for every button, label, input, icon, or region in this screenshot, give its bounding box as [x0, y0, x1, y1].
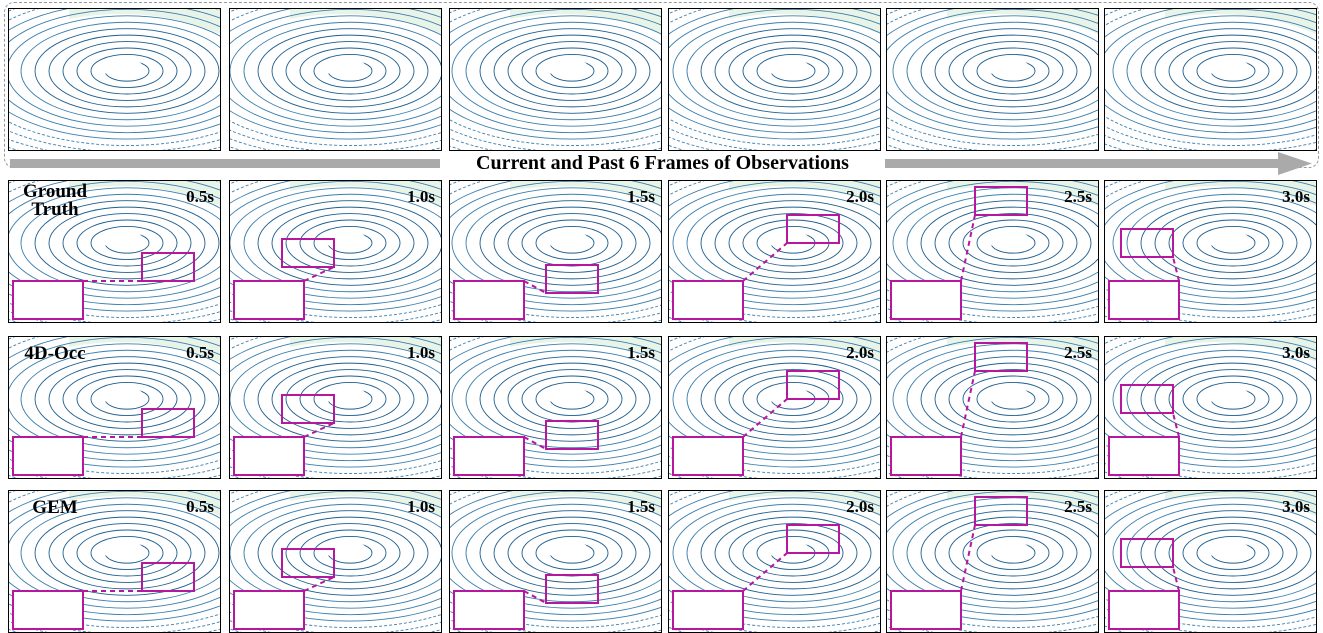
time-label: 1.0s [407, 187, 435, 207]
row-label: GEM [15, 499, 95, 517]
point-cloud-panel: 1.0s [229, 490, 442, 633]
time-label: 1.0s [407, 497, 435, 517]
point-cloud-panel [229, 8, 442, 151]
row-label: Ground Truth [15, 183, 95, 219]
time-label: 3.0s [1282, 497, 1310, 517]
point-cloud-panel [886, 8, 1099, 151]
time-label: 3.0s [1282, 343, 1310, 363]
point-cloud-panel: 1.5s [449, 336, 662, 479]
point-cloud [9, 9, 220, 150]
time-label: 0.5s [186, 187, 214, 207]
point-cloud-panel: 1.0s [229, 180, 442, 323]
point-cloud-panel: 1.5s [449, 490, 662, 633]
point-cloud-panel: 3.0s [1104, 336, 1317, 479]
point-cloud-panel: 3.0s [1104, 490, 1317, 633]
time-label: 1.0s [407, 343, 435, 363]
point-cloud-panel: 2.5s [886, 490, 1099, 633]
time-label: 2.5s [1064, 187, 1092, 207]
point-cloud [887, 9, 1098, 150]
point-cloud [1105, 9, 1316, 150]
row-label: 4D-Occ [15, 345, 95, 363]
time-label: 1.5s [627, 343, 655, 363]
time-label: 0.5s [186, 497, 214, 517]
caption: Current and Past 6 Frames of Observation… [440, 152, 885, 175]
point-cloud-panel [449, 8, 662, 151]
point-cloud-panel: 2.5s [886, 180, 1099, 323]
point-cloud [230, 9, 441, 150]
time-label: 1.5s [627, 187, 655, 207]
time-label: 2.0s [846, 187, 874, 207]
point-cloud-panel: 0.5s Ground Truth [8, 180, 221, 323]
point-cloud-panel: 0.5s GEM [8, 490, 221, 633]
time-label: 3.0s [1282, 187, 1310, 207]
point-cloud-panel: 2.5s [886, 336, 1099, 479]
point-cloud-panel [668, 8, 881, 151]
time-label: 2.5s [1064, 343, 1092, 363]
figure: Current and Past 6 Frames of Observation… [0, 0, 1323, 633]
point-cloud-panel: 2.0s [668, 490, 881, 633]
point-cloud-panel: 3.0s [1104, 180, 1317, 323]
point-cloud-panel: 0.5s 4D-Occ [8, 336, 221, 479]
point-cloud [669, 9, 880, 150]
point-cloud-panel: 2.0s [668, 336, 881, 479]
point-cloud-panel: 1.0s [229, 336, 442, 479]
time-label: 1.5s [627, 497, 655, 517]
point-cloud-panel: 1.5s [449, 180, 662, 323]
point-cloud-panel [8, 8, 221, 151]
time-label: 2.0s [846, 497, 874, 517]
time-label: 2.0s [846, 343, 874, 363]
point-cloud [450, 9, 661, 150]
point-cloud-panel: 2.0s [668, 180, 881, 323]
time-label: 2.5s [1064, 497, 1092, 517]
point-cloud-panel [1104, 8, 1317, 151]
time-label: 0.5s [186, 343, 214, 363]
